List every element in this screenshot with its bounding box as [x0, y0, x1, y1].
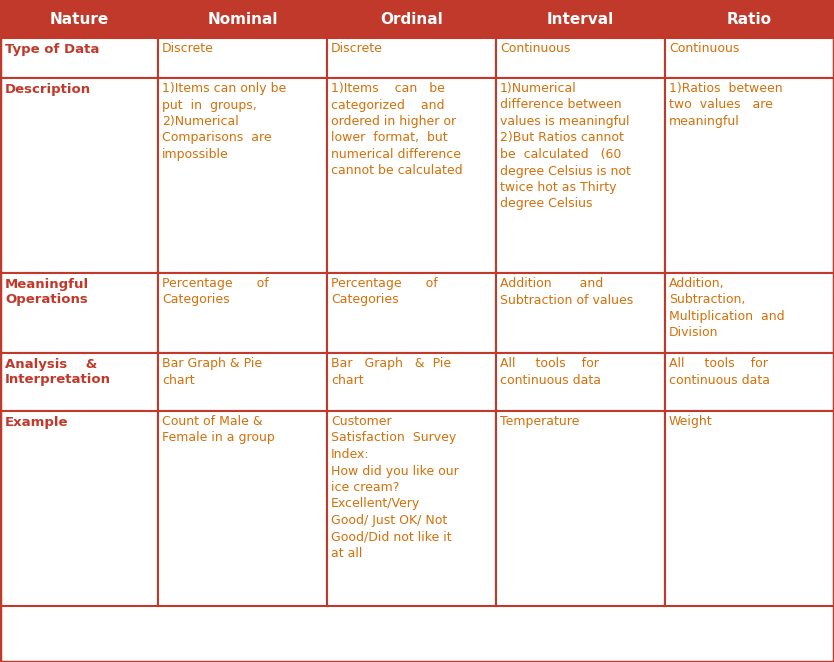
Bar — [158, 353, 327, 411]
Text: Count of Male &
Female in a group: Count of Male & Female in a group — [162, 415, 274, 444]
Text: Percentage      of
Categories: Percentage of Categories — [162, 277, 269, 307]
Text: Discrete: Discrete — [331, 42, 383, 55]
Bar — [158, 0, 327, 38]
Text: Meaningful
Operations: Meaningful Operations — [5, 278, 89, 306]
Bar — [665, 411, 834, 606]
Bar — [158, 38, 327, 78]
Bar — [0, 353, 158, 411]
Bar — [158, 411, 327, 606]
Bar — [665, 78, 834, 273]
Text: 1)Numerical
difference between
values is meaningful
2)But Ratios cannot
be  calc: 1)Numerical difference between values is… — [500, 82, 631, 211]
Text: Ordinal: Ordinal — [380, 11, 443, 26]
Bar — [0, 38, 158, 78]
Bar — [496, 0, 665, 38]
Text: Weight: Weight — [669, 415, 712, 428]
Bar — [0, 0, 158, 38]
Bar — [665, 273, 834, 353]
Bar — [158, 273, 327, 353]
Text: Bar   Graph   &  Pie
chart: Bar Graph & Pie chart — [331, 357, 451, 387]
Text: 1)Items can only be
put  in  groups,
2)Numerical
Comparisons  are
impossible: 1)Items can only be put in groups, 2)Num… — [162, 82, 286, 161]
Bar — [496, 38, 665, 78]
Text: Discrete: Discrete — [162, 42, 214, 55]
Text: Ratio: Ratio — [727, 11, 772, 26]
Text: Addition,
Subtraction,
Multiplication  and
Division: Addition, Subtraction, Multiplication an… — [669, 277, 785, 340]
Text: Addition       and
Subtraction of values: Addition and Subtraction of values — [500, 277, 633, 307]
Bar — [327, 273, 496, 353]
Text: All     tools    for
continuous data: All tools for continuous data — [500, 357, 601, 387]
Text: Example: Example — [5, 416, 68, 429]
Text: Customer
Satisfaction  Survey
Index:
How did you like our
ice cream?
Excellent/V: Customer Satisfaction Survey Index: How … — [331, 415, 459, 560]
Bar — [496, 411, 665, 606]
Bar — [327, 411, 496, 606]
Text: Nominal: Nominal — [208, 11, 278, 26]
Bar — [327, 78, 496, 273]
Text: Description: Description — [5, 83, 91, 96]
Text: Analysis    &
Interpretation: Analysis & Interpretation — [5, 358, 111, 386]
Bar — [665, 38, 834, 78]
Text: Continuous: Continuous — [669, 42, 740, 55]
Bar — [158, 78, 327, 273]
Text: Continuous: Continuous — [500, 42, 570, 55]
Bar — [327, 38, 496, 78]
Bar — [496, 353, 665, 411]
Text: All     tools    for
continuous data: All tools for continuous data — [669, 357, 770, 387]
Text: Interval: Interval — [547, 11, 614, 26]
Text: Type of Data: Type of Data — [5, 43, 99, 56]
Bar — [0, 78, 158, 273]
Bar — [665, 0, 834, 38]
Text: Bar Graph & Pie
chart: Bar Graph & Pie chart — [162, 357, 262, 387]
Bar — [496, 273, 665, 353]
Bar — [665, 353, 834, 411]
Text: 1)Ratios  between
two  values   are
meaningful: 1)Ratios between two values are meaningf… — [669, 82, 782, 128]
Text: Nature: Nature — [49, 11, 108, 26]
Bar — [0, 273, 158, 353]
Bar — [327, 0, 496, 38]
Bar — [496, 78, 665, 273]
Bar — [327, 353, 496, 411]
Text: Percentage      of
Categories: Percentage of Categories — [331, 277, 438, 307]
Bar — [0, 411, 158, 606]
Text: Temperature: Temperature — [500, 415, 580, 428]
Text: 1)Items    can   be
categorized    and
ordered in higher or
lower  format,  but
: 1)Items can be categorized and ordered i… — [331, 82, 463, 177]
